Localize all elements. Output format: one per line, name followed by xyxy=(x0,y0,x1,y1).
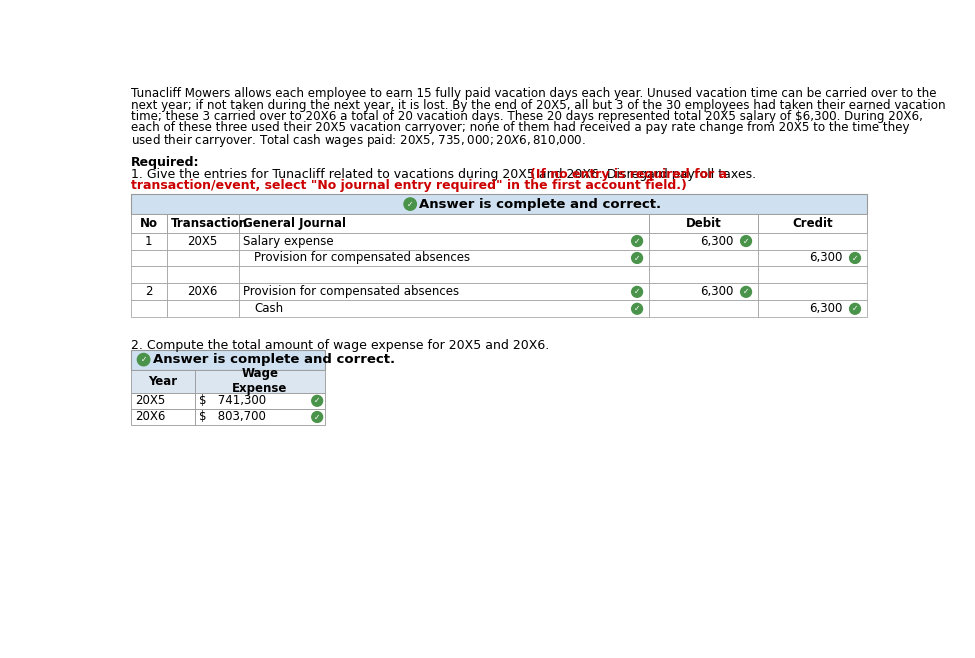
Text: 2. Compute the total amount of wage expense for 20X5 and 20X6.: 2. Compute the total amount of wage expe… xyxy=(132,339,550,352)
Circle shape xyxy=(741,236,752,247)
Circle shape xyxy=(632,236,643,247)
Text: ✓: ✓ xyxy=(314,396,321,405)
Bar xyxy=(759,232,868,249)
Bar xyxy=(132,232,167,249)
Text: Answer is complete and correct.: Answer is complete and correct. xyxy=(419,197,662,211)
Bar xyxy=(132,370,195,393)
Circle shape xyxy=(312,395,323,406)
Bar xyxy=(132,393,195,409)
Text: Tunacliff Mowers allows each employee to earn 15 fully paid vacation days each y: Tunacliff Mowers allows each employee to… xyxy=(132,88,937,101)
Text: ✓: ✓ xyxy=(407,199,413,209)
Text: used their carryover. Total cash wages paid: 20X5, $735,000; 20X6, $810,000.: used their carryover. Total cash wages p… xyxy=(132,132,586,149)
Text: (If no entry is required for a: (If no entry is required for a xyxy=(530,168,727,181)
Bar xyxy=(759,249,868,266)
Text: 20X6: 20X6 xyxy=(187,286,217,298)
Bar xyxy=(239,266,649,284)
Text: 6,300: 6,300 xyxy=(700,286,733,298)
Bar xyxy=(195,409,325,425)
Text: No: No xyxy=(139,217,158,230)
Text: ✓: ✓ xyxy=(743,288,749,296)
Circle shape xyxy=(312,412,323,422)
Circle shape xyxy=(137,353,150,366)
Circle shape xyxy=(849,303,861,315)
Text: Salary expense: Salary expense xyxy=(243,234,333,247)
Text: Provision for compensated absences: Provision for compensated absences xyxy=(254,251,470,265)
Bar xyxy=(759,214,868,232)
Bar xyxy=(167,266,239,284)
Text: time; these 3 carried over to 20X6 a total of 20 vacation days. These 20 days re: time; these 3 carried over to 20X6 a tot… xyxy=(132,110,923,123)
Bar xyxy=(649,232,759,249)
Bar xyxy=(132,194,868,214)
Bar xyxy=(239,232,649,249)
Bar xyxy=(195,370,325,393)
Circle shape xyxy=(404,198,416,211)
Bar xyxy=(649,214,759,232)
Text: 1: 1 xyxy=(145,234,153,247)
Text: General Journal: General Journal xyxy=(243,217,345,230)
Bar xyxy=(649,249,759,266)
Text: 1. Give the entries for Tunacliff related to vacations during 20X5 and 20X6. Dis: 1. Give the entries for Tunacliff relate… xyxy=(132,168,760,181)
Text: $   741,300: $ 741,300 xyxy=(199,394,266,407)
Bar xyxy=(649,284,759,300)
Bar xyxy=(132,349,325,370)
Bar xyxy=(132,214,167,232)
Text: Required:: Required: xyxy=(132,155,200,168)
Text: Year: Year xyxy=(148,374,177,388)
Circle shape xyxy=(632,253,643,263)
Text: next year; if not taken during the next year, it is lost. By the end of 20X5, al: next year; if not taken during the next … xyxy=(132,99,946,112)
Text: ✓: ✓ xyxy=(634,253,641,263)
Circle shape xyxy=(632,286,643,297)
Text: Cash: Cash xyxy=(254,302,284,315)
Bar xyxy=(239,249,649,266)
Text: ✓: ✓ xyxy=(852,253,858,263)
Text: ✓: ✓ xyxy=(634,288,641,296)
Bar xyxy=(132,300,167,317)
Text: each of these three used their 20X5 vacation carryover; none of them had receive: each of these three used their 20X5 vaca… xyxy=(132,121,910,134)
Bar xyxy=(132,249,167,266)
Text: ✓: ✓ xyxy=(634,236,641,245)
Text: Transaction: Transaction xyxy=(171,217,248,230)
Text: 6,300: 6,300 xyxy=(700,234,733,247)
Text: Wage
Expense: Wage Expense xyxy=(232,367,288,395)
Text: 20X5: 20X5 xyxy=(136,394,166,407)
Text: transaction/event, select "No journal entry required" in the first account field: transaction/event, select "No journal en… xyxy=(132,180,687,192)
Bar xyxy=(167,249,239,266)
Text: ✓: ✓ xyxy=(634,304,641,313)
Circle shape xyxy=(849,253,861,263)
Text: 20X5: 20X5 xyxy=(187,234,217,247)
Text: 2: 2 xyxy=(145,286,153,298)
Bar xyxy=(239,284,649,300)
Bar xyxy=(167,284,239,300)
Bar xyxy=(132,284,167,300)
Bar xyxy=(167,214,239,232)
Circle shape xyxy=(632,303,643,315)
Bar xyxy=(759,284,868,300)
Text: ✓: ✓ xyxy=(314,413,321,422)
Text: Credit: Credit xyxy=(793,217,834,230)
Bar xyxy=(759,266,868,284)
Bar xyxy=(167,232,239,249)
Bar xyxy=(759,300,868,317)
Text: 6,300: 6,300 xyxy=(809,251,842,265)
Text: ✓: ✓ xyxy=(140,355,147,364)
Text: 20X6: 20X6 xyxy=(136,411,166,424)
Text: 6,300: 6,300 xyxy=(809,302,842,315)
Text: ✓: ✓ xyxy=(852,304,858,313)
Bar xyxy=(132,266,167,284)
Bar xyxy=(132,409,195,425)
Bar xyxy=(239,214,649,232)
Text: $   803,700: $ 803,700 xyxy=(199,411,266,424)
Bar xyxy=(195,393,325,409)
Bar xyxy=(649,300,759,317)
Bar xyxy=(649,266,759,284)
Text: Provision for compensated absences: Provision for compensated absences xyxy=(243,286,458,298)
Text: ✓: ✓ xyxy=(743,236,749,245)
Bar xyxy=(239,300,649,317)
Circle shape xyxy=(741,286,752,297)
Bar xyxy=(167,300,239,317)
Text: Debit: Debit xyxy=(686,217,722,230)
Text: Answer is complete and correct.: Answer is complete and correct. xyxy=(153,353,395,366)
